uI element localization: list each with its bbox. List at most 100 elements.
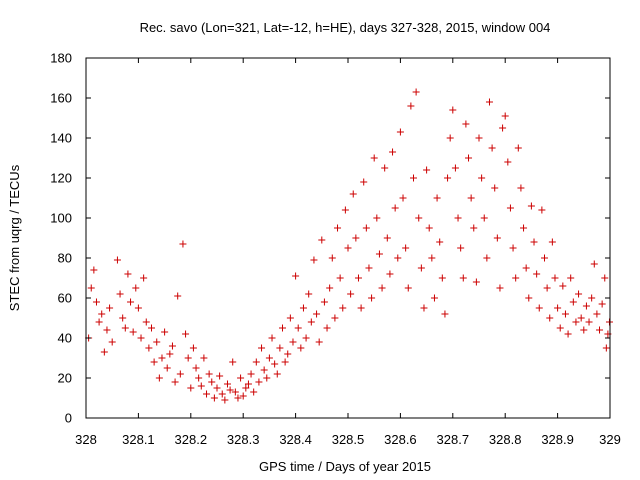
- data-point: [289, 338, 297, 346]
- data-point: [538, 206, 546, 214]
- data-point: [593, 310, 601, 318]
- data-point: [441, 310, 449, 318]
- data-point: [323, 324, 331, 332]
- data-point: [163, 364, 171, 372]
- data-point: [203, 390, 211, 398]
- data-point: [478, 174, 486, 182]
- y-axis-label: STEC from uqrg / TECUs: [7, 164, 22, 311]
- data-point: [260, 366, 268, 374]
- data-point: [276, 344, 284, 352]
- y-tick-label: 20: [58, 371, 72, 386]
- plot-frame: [85, 57, 611, 419]
- data-point: [449, 106, 457, 114]
- data-point: [315, 338, 323, 346]
- y-tick-label: 40: [58, 331, 72, 346]
- data-point: [171, 378, 179, 386]
- data-point: [548, 238, 556, 246]
- data-point: [368, 294, 376, 302]
- data-point: [499, 124, 507, 132]
- data-point: [292, 272, 300, 280]
- data-point: [127, 298, 135, 306]
- data-point: [153, 338, 161, 346]
- data-point: [226, 386, 234, 394]
- x-tick-label: 328.2: [175, 432, 208, 447]
- data-point: [446, 134, 454, 142]
- data-point: [106, 304, 114, 312]
- data-point: [320, 298, 328, 306]
- x-tick-label: 329: [599, 432, 621, 447]
- data-point: [119, 314, 127, 322]
- data-point: [504, 158, 512, 166]
- data-point: [491, 184, 499, 192]
- chart-title: Rec. savo (Lon=321, Lat=-12, h=HE), days…: [140, 20, 551, 35]
- data-point: [305, 290, 313, 298]
- data-point: [433, 194, 441, 202]
- data-point: [383, 234, 391, 242]
- data-point: [116, 290, 124, 298]
- data-point: [352, 234, 360, 242]
- data-point: [132, 284, 140, 292]
- data-point: [396, 128, 404, 136]
- data-point: [386, 270, 394, 278]
- data-point: [161, 328, 169, 336]
- y-tick-label: 60: [58, 291, 72, 306]
- data-point: [399, 194, 407, 202]
- data-point: [318, 236, 326, 244]
- data-point: [166, 350, 174, 358]
- data-point: [192, 364, 200, 372]
- data-point: [585, 318, 593, 326]
- data-point: [389, 148, 397, 156]
- data-point: [234, 394, 242, 402]
- x-tick-label: 328.6: [384, 432, 417, 447]
- data-point: [360, 178, 368, 186]
- data-point: [559, 282, 567, 290]
- data-point: [444, 174, 452, 182]
- y-tick-label: 0: [65, 411, 72, 426]
- data-point: [208, 378, 216, 386]
- data-point: [365, 264, 373, 272]
- x-tick-label: 328.4: [279, 432, 312, 447]
- data-point: [176, 370, 184, 378]
- data-point: [223, 380, 231, 388]
- data-point: [554, 304, 562, 312]
- data-point: [412, 88, 420, 96]
- data-point: [336, 274, 344, 282]
- data-point: [189, 344, 197, 352]
- data-point: [378, 284, 386, 292]
- data-point: [373, 214, 381, 222]
- data-point: [601, 274, 609, 282]
- data-point: [216, 372, 224, 380]
- data-point: [527, 202, 535, 210]
- data-point: [462, 120, 470, 128]
- data-point: [213, 384, 221, 392]
- data-point: [265, 354, 273, 362]
- data-point: [577, 314, 585, 322]
- data-point: [339, 304, 347, 312]
- data-point: [470, 224, 478, 232]
- data-point: [326, 284, 334, 292]
- data-point: [588, 294, 596, 302]
- data-point: [496, 284, 504, 292]
- data-point: [200, 354, 208, 362]
- data-point: [543, 284, 551, 292]
- data-point: [302, 334, 310, 342]
- data-point: [237, 374, 245, 382]
- data-point: [375, 250, 383, 258]
- data-point: [417, 264, 425, 272]
- data-point: [258, 344, 266, 352]
- data-point: [517, 184, 525, 192]
- data-point: [148, 324, 155, 332]
- data-point: [221, 396, 229, 404]
- data-point: [92, 298, 100, 306]
- data-point: [168, 342, 176, 350]
- data-point: [297, 344, 305, 352]
- x-tick-label: 328: [75, 432, 97, 447]
- data-points: [85, 88, 613, 404]
- data-point: [438, 274, 446, 282]
- data-point: [451, 164, 459, 172]
- data-point: [459, 274, 467, 282]
- data-point: [522, 264, 530, 272]
- data-point: [567, 274, 575, 282]
- data-point: [575, 290, 583, 298]
